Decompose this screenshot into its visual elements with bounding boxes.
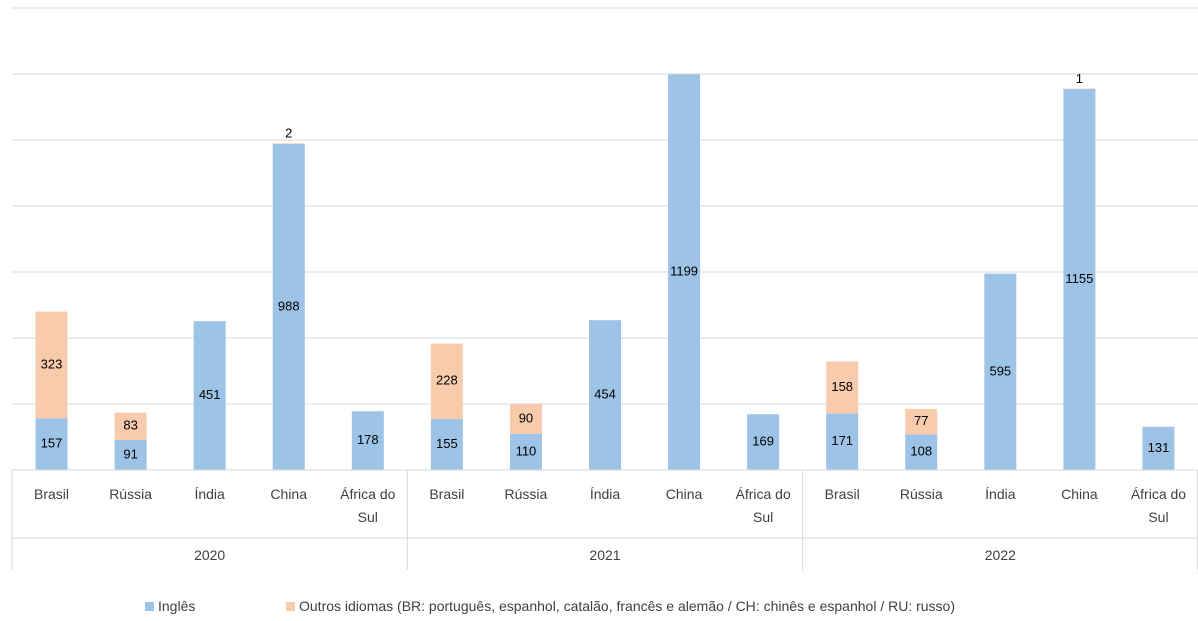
data-label: 169 xyxy=(752,434,774,449)
bar-segment xyxy=(430,418,463,470)
legend-item: Outros idiomas (BR: português, espanhol,… xyxy=(286,598,955,614)
x-tick-label: Índia xyxy=(985,486,1016,502)
bar-segment xyxy=(509,433,542,470)
bar-segment xyxy=(430,343,463,419)
data-label: 1199 xyxy=(670,264,698,279)
x-tick-label: Rússia xyxy=(109,486,152,502)
bar-segment xyxy=(35,418,68,470)
legend-label: Outros idiomas (BR: português, espanhol,… xyxy=(299,598,955,614)
bar-segment xyxy=(351,411,384,470)
legend-label: Inglês xyxy=(158,598,196,614)
legend-swatch xyxy=(145,601,154,611)
bar-segment xyxy=(114,412,147,440)
bar-segment xyxy=(509,404,542,434)
bar-segment xyxy=(905,434,938,470)
group-label: 2022 xyxy=(984,547,1016,563)
x-tick-label: África do Sul xyxy=(735,486,791,525)
bar-segment xyxy=(193,321,226,470)
bar-segment xyxy=(984,273,1017,470)
data-label: 2 xyxy=(285,126,292,141)
data-label: 323 xyxy=(41,356,63,371)
bar-segment xyxy=(826,413,859,470)
bar-segment xyxy=(826,361,859,414)
bar-segment xyxy=(272,143,305,144)
bar-segment xyxy=(1142,426,1175,470)
data-label: 108 xyxy=(910,444,932,459)
data-label: 77 xyxy=(914,413,928,428)
bar-segment xyxy=(747,414,780,470)
bar-segment xyxy=(905,408,938,435)
data-label: 110 xyxy=(516,443,537,458)
bar-segment xyxy=(668,74,701,470)
x-tick-label: Rússia xyxy=(504,486,548,502)
x-tick-label: China xyxy=(1061,486,1098,502)
data-label: 90 xyxy=(519,410,533,425)
data-label: 155 xyxy=(436,436,458,451)
x-tick-label: Índia xyxy=(194,486,225,502)
x-tick-label: África do Sul xyxy=(1130,486,1187,525)
data-label: 1 xyxy=(1076,71,1083,86)
group-label: 2021 xyxy=(589,547,621,563)
data-label: 1155 xyxy=(1065,271,1093,286)
x-tick-label: Brasil xyxy=(34,486,70,502)
x-tick-label: China xyxy=(665,486,703,502)
x-tick-label: Rússia xyxy=(899,486,943,502)
data-label: 595 xyxy=(989,363,1011,378)
x-tick-label: Índia xyxy=(589,486,621,502)
data-label: 157 xyxy=(41,436,63,451)
bar-segment xyxy=(272,143,305,470)
data-label: 83 xyxy=(123,418,137,433)
x-tick-label: Brasil xyxy=(429,486,465,502)
bar-segment xyxy=(589,320,621,470)
data-label: 228 xyxy=(436,373,458,388)
data-label: 158 xyxy=(831,379,853,394)
group-label: 2020 xyxy=(194,547,226,563)
data-label: 451 xyxy=(199,387,221,402)
data-label: 454 xyxy=(594,387,616,402)
x-tick-label: Brasil xyxy=(824,486,860,502)
legend-item: Inglês xyxy=(145,598,195,614)
bar-segment xyxy=(35,311,68,419)
data-label: 988 xyxy=(278,298,300,313)
bar-segment xyxy=(1063,88,1096,470)
x-tick-label: África do Sul xyxy=(340,486,396,525)
bar-segment xyxy=(114,439,147,470)
legend-swatch xyxy=(286,601,295,611)
data-label: 178 xyxy=(357,432,379,447)
data-label: 171 xyxy=(831,433,853,448)
data-label: 91 xyxy=(123,446,137,461)
x-tick-label: China xyxy=(270,486,308,502)
data-label: 131 xyxy=(1148,440,1170,455)
